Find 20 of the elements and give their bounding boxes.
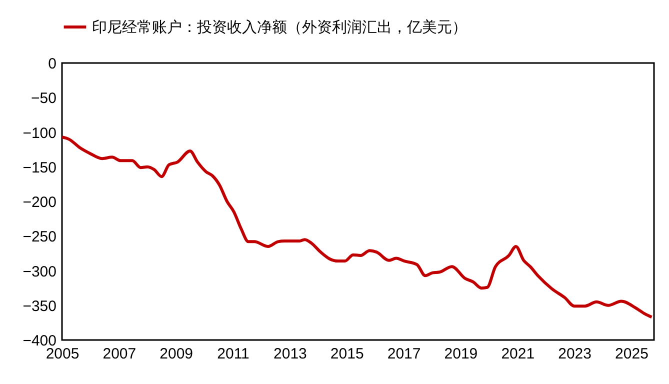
y-tick-label: −250 <box>22 228 56 246</box>
x-tick-label: 2011 <box>217 346 250 362</box>
x-tick-label: 2013 <box>274 346 307 362</box>
y-tick-label: −150 <box>22 159 56 176</box>
line-series <box>62 136 654 319</box>
y-tick-label: −350 <box>22 298 56 315</box>
x-tick-label: 2019 <box>444 346 478 362</box>
y-tick-label: 0 <box>48 56 56 72</box>
legend-label: 印尼经常账户：投资收入净额（外资利润汇出，亿美元） <box>92 19 467 36</box>
x-tick-label: 2007 <box>102 346 136 362</box>
x-tick-label: 2017 <box>387 346 421 362</box>
x-tick-label: 2015 <box>330 346 364 362</box>
x-tick-label: 2021 <box>501 346 535 362</box>
x-tick-label: 2009 <box>160 346 194 362</box>
y-tick-label: −100 <box>22 124 56 142</box>
y-tick-label: −200 <box>22 194 56 211</box>
x-tick-label: 2023 <box>558 346 592 362</box>
y-tick-label: −300 <box>22 263 56 280</box>
y-tick-label: −50 <box>31 90 56 108</box>
x-tick-label: 2025 <box>615 346 648 362</box>
